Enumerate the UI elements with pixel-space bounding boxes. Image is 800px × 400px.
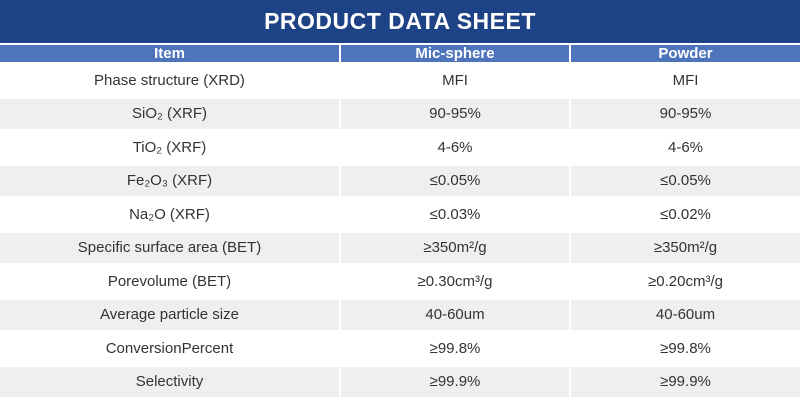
item-cell: ConversionPercent — [0, 331, 340, 367]
mic-sphere-cell: ≤0.03% — [339, 197, 571, 233]
mic-sphere-cell: ≤0.05% — [339, 164, 571, 199]
mic-sphere-cell: ≥350m²/g — [339, 231, 571, 266]
item-cell: Average particle size — [0, 298, 340, 333]
table-row: Porevolume (BET) ≥0.30cm³/g ≥0.20cm³/g — [0, 264, 800, 300]
mic-sphere-cell: MFI — [339, 63, 571, 99]
mic-sphere-cell: 4-6% — [339, 130, 571, 166]
item-cell: TiO₂ (XRF) — [0, 130, 340, 166]
table-row: Average particle size 40-60um 40-60um — [0, 298, 800, 333]
item-cell: SiO₂ (XRF) — [0, 97, 340, 132]
mic-sphere-cell: ≥99.8% — [339, 331, 571, 367]
table-row: ConversionPercent ≥99.8% ≥99.8% — [0, 331, 800, 367]
powder-cell: 4-6% — [570, 130, 800, 166]
column-header-item: Item — [0, 45, 340, 65]
item-cell: Specific surface area (BET) — [0, 231, 340, 266]
header-row: Item Mic-sphere Powder — [0, 45, 800, 65]
column-header-mic-sphere: Mic-sphere — [339, 45, 571, 65]
powder-cell: ≥350m²/g — [570, 231, 800, 266]
table-row: Fe₂O₃ (XRF) ≤0.05% ≤0.05% — [0, 164, 800, 199]
mic-sphere-cell: 40-60um — [339, 298, 571, 333]
item-cell: Phase structure (XRD) — [0, 63, 340, 99]
powder-cell: MFI — [570, 63, 800, 99]
mic-sphere-cell: 90-95% — [339, 97, 571, 132]
powder-cell: ≥99.8% — [570, 331, 800, 367]
column-header-powder: Powder — [570, 45, 800, 65]
table-row: Selectivity ≥99.9% ≥99.9% — [0, 365, 800, 400]
powder-cell: ≤0.02% — [570, 197, 800, 233]
table-row: TiO₂ (XRF) 4-6% 4-6% — [0, 130, 800, 166]
title-bar: PRODUCT DATA SHEET — [0, 0, 800, 45]
mic-sphere-cell: ≥99.9% — [339, 365, 571, 400]
item-cell: Fe₂O₃ (XRF) — [0, 164, 340, 199]
powder-cell: ≥0.20cm³/g — [570, 264, 800, 300]
table-row: SiO₂ (XRF) 90-95% 90-95% — [0, 97, 800, 132]
powder-cell: ≤0.05% — [570, 164, 800, 199]
item-cell: Na₂O (XRF) — [0, 197, 340, 233]
page-title: PRODUCT DATA SHEET — [264, 8, 536, 34]
powder-cell: 90-95% — [570, 97, 800, 132]
item-cell: Porevolume (BET) — [0, 264, 340, 300]
mic-sphere-cell: ≥0.30cm³/g — [339, 264, 571, 300]
item-cell: Selectivity — [0, 365, 340, 400]
product-table: Item Mic-sphere Powder Phase structure (… — [0, 45, 800, 400]
table-row: Phase structure (XRD) MFI MFI — [0, 63, 800, 99]
table-row: Na₂O (XRF) ≤0.03% ≤0.02% — [0, 197, 800, 233]
powder-cell: ≥99.9% — [570, 365, 800, 400]
table-row: Specific surface area (BET) ≥350m²/g ≥35… — [0, 231, 800, 266]
powder-cell: 40-60um — [570, 298, 800, 333]
